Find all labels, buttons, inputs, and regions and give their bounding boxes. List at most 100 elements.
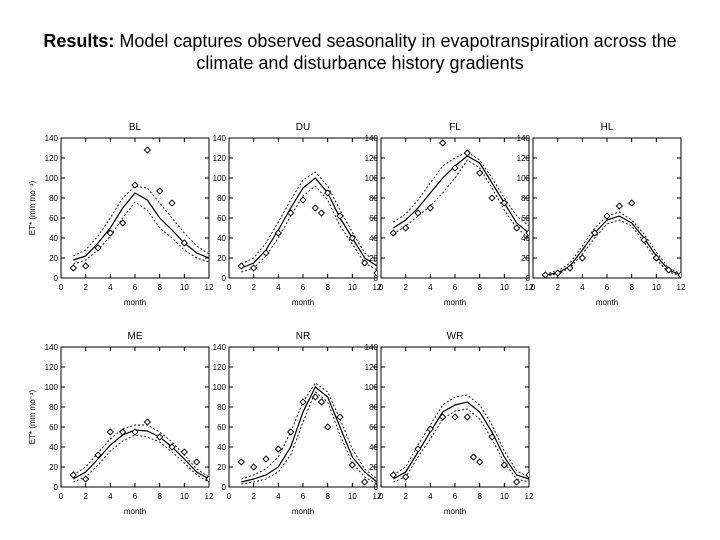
observed-point [94, 451, 102, 459]
x-axis-label: month [292, 507, 314, 516]
observed-point [168, 199, 176, 207]
observed-point [402, 224, 410, 232]
y-tick-label: 20 [369, 254, 378, 263]
observed-point [414, 209, 422, 217]
x-tick-label: 8 [157, 283, 162, 292]
observed-point [488, 433, 496, 441]
model-bound-line [545, 211, 681, 275]
x-axis-label: month [292, 298, 314, 307]
model-bound-line [241, 391, 377, 485]
model-bound-line [73, 434, 209, 483]
y-tick-label: 60 [217, 214, 226, 223]
observed-point [168, 443, 176, 451]
observed-point [311, 393, 319, 401]
y-tick-label: 100 [45, 383, 59, 392]
x-tick-label: 0 [59, 283, 64, 292]
model-mean-line [73, 429, 209, 480]
observed-point [119, 219, 127, 227]
observed-point [82, 475, 90, 483]
observed-point [193, 458, 201, 466]
observed-point [603, 212, 611, 220]
observed-point [361, 259, 369, 267]
y-tick-label: 80 [49, 403, 58, 412]
y-tick-label: 120 [365, 363, 379, 372]
x-tick-label: 4 [276, 492, 281, 501]
observed-point [439, 139, 447, 147]
x-tick-label: 0 [59, 492, 64, 501]
observed-point [94, 244, 102, 252]
observed-point [652, 254, 660, 262]
observed-point [451, 413, 459, 421]
y-tick-label: 120 [45, 154, 59, 163]
x-tick-label: 0 [379, 492, 384, 501]
observed-point [348, 461, 356, 469]
model-bound-line [241, 185, 377, 273]
x-axis-label: month [444, 507, 466, 516]
x-tick-label: 2 [251, 492, 256, 501]
model-mean-line [241, 386, 377, 483]
x-tick-label: 6 [133, 283, 138, 292]
x-tick-label: 10 [180, 283, 189, 292]
x-tick-label: 2 [251, 283, 256, 292]
model-bound-line [393, 408, 529, 483]
x-tick-label: 4 [580, 283, 585, 292]
y-tick-label: 60 [217, 423, 226, 432]
y-tick-label: 120 [213, 363, 227, 372]
observed-point [513, 478, 521, 486]
observed-point [513, 224, 521, 232]
x-tick-label: 4 [108, 492, 113, 501]
y-tick-label: 20 [49, 254, 58, 263]
y-tick-label: 120 [213, 154, 227, 163]
observed-point [156, 187, 164, 195]
observed-point [237, 262, 245, 270]
panel-title: NR [296, 331, 310, 342]
x-tick-label: 6 [453, 492, 458, 501]
observed-point [451, 164, 459, 172]
y-tick-label: 40 [217, 234, 226, 243]
observed-point [500, 199, 508, 207]
observed-point [143, 146, 151, 154]
observed-point [336, 413, 344, 421]
x-tick-label: 8 [629, 283, 634, 292]
panel-title: ME [128, 331, 143, 342]
panel-title: BL [129, 122, 142, 133]
y-tick-label: 60 [521, 214, 530, 223]
observed-point [336, 212, 344, 220]
observed-point [361, 478, 369, 486]
y-tick-label: 40 [369, 443, 378, 452]
observed-point [628, 199, 636, 207]
y-tick-label: 0 [374, 483, 379, 492]
model-bound-line [545, 219, 681, 277]
x-tick-label: 2 [403, 492, 408, 501]
panel-title: FL [449, 122, 461, 133]
observed-point [311, 204, 319, 212]
y-tick-label: 60 [49, 214, 58, 223]
x-tick-label: 12 [677, 283, 686, 292]
x-tick-label: 2 [83, 283, 88, 292]
observed-point [463, 149, 471, 157]
x-tick-label: 6 [453, 283, 458, 292]
y-tick-label: 0 [222, 483, 227, 492]
y-tick-label: 80 [217, 403, 226, 412]
x-tick-label: 4 [108, 283, 113, 292]
observed-point [299, 398, 307, 406]
model-mean-line [73, 192, 209, 261]
observed-point [488, 194, 496, 202]
observed-point [591, 229, 599, 237]
x-tick-label: 2 [83, 492, 88, 501]
x-tick-label: 10 [500, 492, 509, 501]
y-tick-label: 120 [365, 154, 379, 163]
y-tick-label: 0 [54, 274, 59, 283]
y-tick-label: 40 [49, 443, 58, 452]
panel-title: HL [601, 122, 614, 133]
observed-point [250, 463, 258, 471]
x-tick-label: 8 [325, 492, 330, 501]
x-tick-label: 2 [403, 283, 408, 292]
observed-point [578, 254, 586, 262]
y-tick-label: 140 [365, 343, 379, 352]
x-tick-label: 0 [531, 283, 536, 292]
y-tick-label: 100 [365, 174, 379, 183]
observed-point [180, 448, 188, 456]
plot-area [541, 199, 681, 278]
